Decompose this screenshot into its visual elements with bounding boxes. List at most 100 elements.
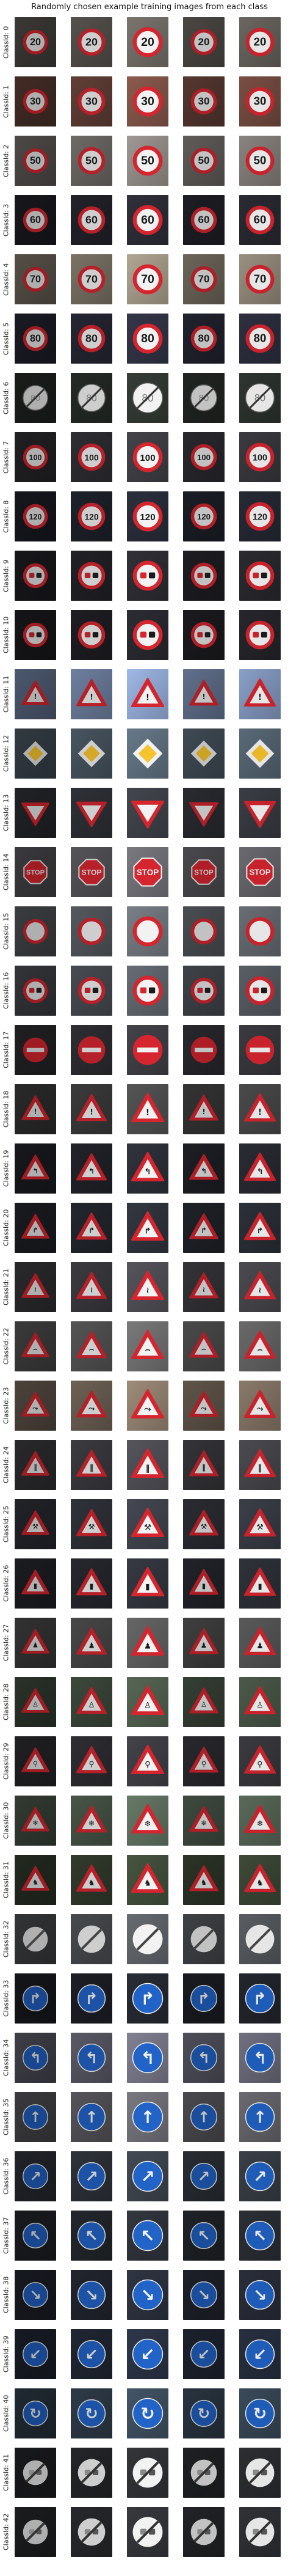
sample-image: ‖: [71, 1440, 112, 1490]
svg-text:120: 120: [197, 512, 211, 521]
svg-text:▮: ▮: [258, 1582, 262, 1591]
svg-text:♞: ♞: [144, 1879, 151, 1888]
sample-image: ‖: [127, 1440, 168, 1490]
sample-image: 100: [127, 432, 168, 482]
sample-image: ↘: [239, 2270, 281, 2320]
sample-image: !: [183, 1084, 225, 1134]
svg-text:↱: ↱: [253, 1989, 267, 2008]
sample-image: [15, 2448, 56, 2498]
row-label: ClassId: 41: [2, 2454, 10, 2492]
row-label: ClassId: 21: [2, 1268, 10, 1306]
row-label: ClassId: 11: [2, 675, 10, 713]
row-label: ClassId: 23: [2, 1387, 10, 1425]
svg-text:STOP: STOP: [194, 868, 214, 876]
sample-image: 60: [15, 195, 56, 245]
sample-image: ↰: [183, 1143, 225, 1194]
sample-image: ♟: [15, 1618, 56, 1668]
row-label: ClassId: 39: [2, 2335, 10, 2373]
svg-text:!: !: [34, 1108, 37, 1116]
svg-text:▮: ▮: [202, 1582, 206, 1590]
svg-text:70: 70: [30, 274, 41, 285]
svg-text:20: 20: [85, 35, 98, 48]
row-label: ClassId: 42: [2, 2513, 10, 2551]
sample-image: !: [183, 669, 225, 719]
sample-image: ♙: [71, 1677, 112, 1727]
svg-text:♞: ♞: [88, 1878, 95, 1887]
sample-image: !: [239, 1084, 281, 1134]
svg-text:↰: ↰: [140, 2048, 155, 2068]
svg-text:STOP: STOP: [81, 868, 101, 876]
sample-image: [239, 1914, 281, 1964]
sample-image: ↑: [127, 2092, 168, 2142]
row-label: ClassId: 4: [2, 263, 10, 296]
sample-image: ⚲: [239, 1736, 281, 1786]
sample-image: STOP: [127, 847, 168, 897]
row-label: ClassId: 6: [2, 381, 10, 414]
sample-image: 120: [15, 491, 56, 541]
sample-image: !: [15, 669, 56, 719]
svg-text:♙: ♙: [88, 1700, 95, 1709]
svg-text:↻: ↻: [29, 2405, 41, 2422]
sample-image: [239, 906, 281, 956]
svg-text:50: 50: [254, 154, 267, 167]
sample-image: [127, 728, 168, 779]
sample-image: [71, 2448, 112, 2498]
sample-image: [183, 966, 225, 1016]
row-label: ClassId: 34: [2, 2039, 10, 2077]
svg-text:♙: ♙: [201, 1700, 207, 1709]
svg-text:⚒: ⚒: [256, 1523, 264, 1532]
sample-image: ↱: [239, 1973, 281, 2024]
sample-image: ❄: [15, 1796, 56, 1846]
row-label: ClassId: 17: [2, 1031, 10, 1069]
row-label: ClassId: 13: [2, 794, 10, 832]
sample-image: ⤳: [239, 1381, 281, 1431]
sample-image: 80: [239, 314, 281, 364]
row-label: ClassId: 32: [2, 1920, 10, 1958]
sample-image: 80: [183, 373, 225, 423]
svg-text:↘: ↘: [253, 2286, 267, 2305]
sample-image: ≀: [71, 1262, 112, 1312]
svg-text:⤳: ⤳: [88, 1404, 95, 1412]
sample-image: [239, 1025, 281, 1075]
svg-text:≀: ≀: [90, 1285, 93, 1294]
sample-image: ↘: [183, 2270, 225, 2320]
svg-text:♙: ♙: [32, 1701, 38, 1709]
svg-text:↖: ↖: [85, 2227, 98, 2245]
svg-text:♞: ♞: [201, 1878, 207, 1887]
svg-text:30: 30: [30, 96, 41, 107]
sample-image: 20: [15, 17, 56, 67]
row-label: ClassId: 1: [2, 85, 10, 118]
sample-image: [183, 2448, 225, 2498]
sample-image: 120: [127, 491, 168, 541]
sample-image: ↑: [239, 2092, 281, 2142]
svg-text:⚒: ⚒: [201, 1522, 207, 1531]
sample-image: ↱: [71, 1203, 112, 1253]
svg-text:70: 70: [254, 273, 267, 285]
svg-text:↰: ↰: [29, 2050, 41, 2066]
sample-image: [15, 1025, 56, 1075]
sample-image: ♙: [127, 1677, 168, 1727]
sample-image: ♙: [239, 1677, 281, 1727]
sample-image: 120: [71, 491, 112, 541]
sample-image: [15, 610, 56, 660]
sample-image: ‖: [183, 1440, 225, 1490]
sample-image: ⚲: [183, 1736, 225, 1786]
sample-image: ≀: [127, 1262, 168, 1312]
svg-text:120: 120: [84, 512, 98, 521]
sample-image: [71, 1914, 112, 1964]
sample-image: 50: [15, 136, 56, 186]
sample-image: ↗: [183, 2151, 225, 2201]
svg-text:100: 100: [29, 453, 42, 462]
row-label: ClassId: 33: [2, 1980, 10, 2017]
sample-image: !: [71, 669, 112, 719]
row-label: ClassId: 8: [2, 500, 10, 533]
row-label: ClassId: 24: [2, 1446, 10, 1484]
svg-text:‖: ‖: [34, 1464, 37, 1472]
svg-text:↻: ↻: [198, 2405, 211, 2423]
sample-image: [183, 1914, 225, 1964]
sample-image: 80: [127, 373, 168, 423]
sample-image: ↙: [15, 2329, 56, 2379]
sample-image: ↖: [15, 2211, 56, 2261]
svg-text:⚲: ⚲: [145, 1760, 151, 1769]
svg-text:↙: ↙: [140, 2344, 155, 2365]
